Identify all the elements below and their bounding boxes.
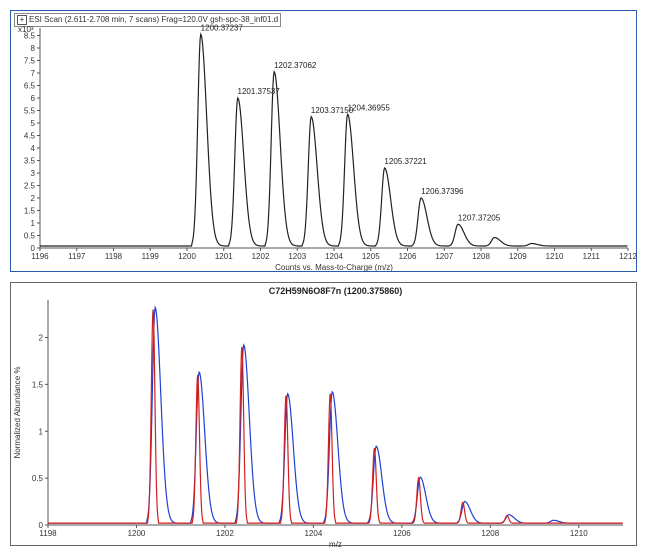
x-tick-label: 1200: [128, 529, 146, 538]
y-axis-label: Normalized Abundance %: [13, 366, 22, 458]
x-axis-label: m/z: [329, 540, 342, 549]
spectrum-trace-blue: [48, 308, 623, 524]
x-tick-label: 1198: [39, 529, 57, 538]
y-tick-label: 1: [39, 427, 44, 436]
x-tick-label: 1204: [304, 529, 322, 538]
x-tick-label: 1202: [216, 529, 234, 538]
y-tick-label: 1.5: [32, 380, 44, 389]
x-tick-label: 1210: [570, 529, 588, 538]
y-tick-label: 2: [39, 334, 44, 343]
bottom-title: C72H59N6O8F7n (1200.375860): [269, 286, 403, 296]
y-tick-label: 0.5: [32, 474, 44, 483]
x-tick-label: 1206: [393, 529, 411, 538]
bottom-spectrum-plot: C72H59N6O8F7n (1200.375860)00.511.52Norm…: [0, 0, 645, 555]
x-tick-label: 1208: [481, 529, 499, 538]
